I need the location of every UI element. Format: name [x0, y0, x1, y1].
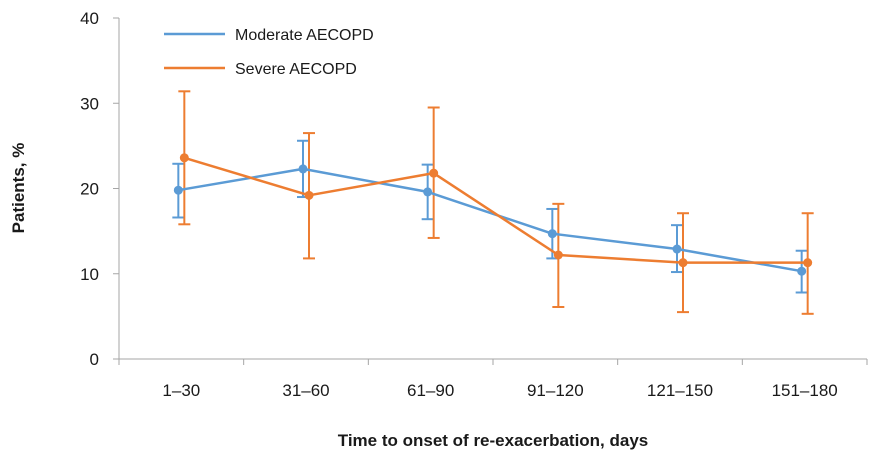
data-point-moderate-aecopd: [797, 266, 807, 276]
y-tick-label: 20: [80, 180, 99, 199]
x-tick-label: 1–30: [162, 381, 200, 400]
x-tick-label: 91–120: [527, 381, 584, 400]
data-point-moderate-aecopd: [173, 185, 183, 195]
y-tick-label: 0: [90, 350, 99, 369]
data-point-moderate-aecopd: [298, 164, 308, 174]
x-tick-label: 31–60: [282, 381, 329, 400]
axes: [118, 18, 867, 360]
x-axis-title: Time to onset of re-exacerbation, days: [338, 431, 649, 450]
y-tick-label: 30: [80, 94, 99, 113]
data-point-severe-aecopd: [429, 168, 439, 178]
data-points: [173, 153, 813, 276]
data-point-moderate-aecopd: [672, 244, 682, 254]
legend: Moderate AECOPD Severe AECOPD: [164, 27, 374, 78]
data-point-severe-aecopd: [179, 153, 189, 163]
y-tick-label: 10: [80, 265, 99, 284]
data-point-severe-aecopd: [803, 258, 813, 268]
data-point-moderate-aecopd: [547, 229, 557, 239]
x-tick-label: 61–90: [407, 381, 454, 400]
y-axis-title: Patients, %: [9, 143, 28, 234]
data-point-moderate-aecopd: [423, 187, 433, 197]
y-tick-label: 40: [80, 9, 99, 28]
data-point-severe-aecopd: [553, 250, 563, 260]
error-bars: [172, 90, 814, 315]
x-tick-label: 121–150: [647, 381, 713, 400]
legend-label-moderate-aecopd: Moderate AECOPD: [235, 27, 374, 44]
series-line-moderate-aecopd: [178, 167, 802, 273]
x-tick-label: 151–180: [772, 381, 838, 400]
legend-label-severe-aecopd: Severe AECOPD: [235, 61, 357, 78]
series-line-severe-aecopd: [183, 156, 808, 264]
ticks: 0 10 20 30 40 1–30 31–60 61–90 91–120 121–150 151–…: [80, 9, 868, 400]
data-point-severe-aecopd: [304, 190, 314, 200]
series-lines: [178, 156, 808, 273]
data-point-severe-aecopd: [678, 258, 688, 268]
